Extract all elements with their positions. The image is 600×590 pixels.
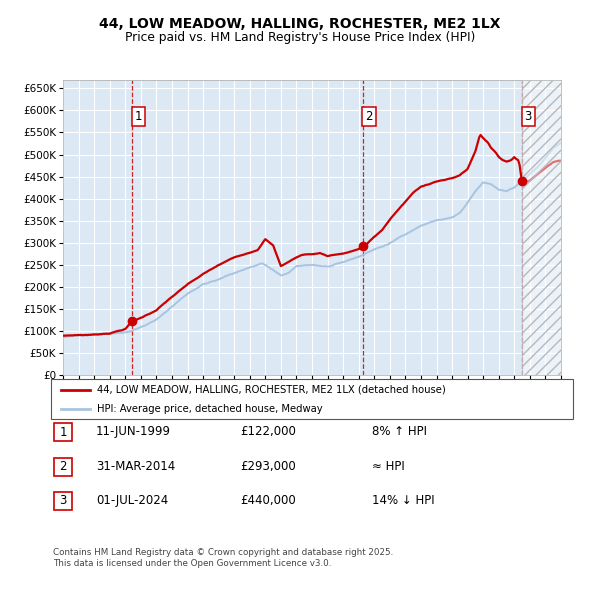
Text: 2: 2 (59, 460, 67, 473)
Text: Contains HM Land Registry data © Crown copyright and database right 2025.
This d: Contains HM Land Registry data © Crown c… (53, 548, 393, 568)
Text: 14% ↓ HPI: 14% ↓ HPI (372, 494, 434, 507)
Text: £440,000: £440,000 (240, 494, 296, 507)
Text: 1: 1 (59, 426, 67, 439)
Text: ≈ HPI: ≈ HPI (372, 460, 405, 473)
Text: 31-MAR-2014: 31-MAR-2014 (96, 460, 175, 473)
Text: 1: 1 (134, 110, 142, 123)
Text: 3: 3 (524, 110, 532, 123)
Text: HPI: Average price, detached house, Medway: HPI: Average price, detached house, Medw… (97, 404, 323, 414)
Text: 2: 2 (365, 110, 373, 123)
Text: 01-JUL-2024: 01-JUL-2024 (96, 494, 168, 507)
Text: 44, LOW MEADOW, HALLING, ROCHESTER, ME2 1LX: 44, LOW MEADOW, HALLING, ROCHESTER, ME2 … (99, 17, 501, 31)
Text: £122,000: £122,000 (240, 425, 296, 438)
Text: 11-JUN-1999: 11-JUN-1999 (96, 425, 171, 438)
Text: 3: 3 (59, 494, 67, 507)
Text: Price paid vs. HM Land Registry's House Price Index (HPI): Price paid vs. HM Land Registry's House … (125, 31, 475, 44)
Text: £293,000: £293,000 (240, 460, 296, 473)
Text: 44, LOW MEADOW, HALLING, ROCHESTER, ME2 1LX (detached house): 44, LOW MEADOW, HALLING, ROCHESTER, ME2 … (97, 385, 446, 395)
Text: 8% ↑ HPI: 8% ↑ HPI (372, 425, 427, 438)
